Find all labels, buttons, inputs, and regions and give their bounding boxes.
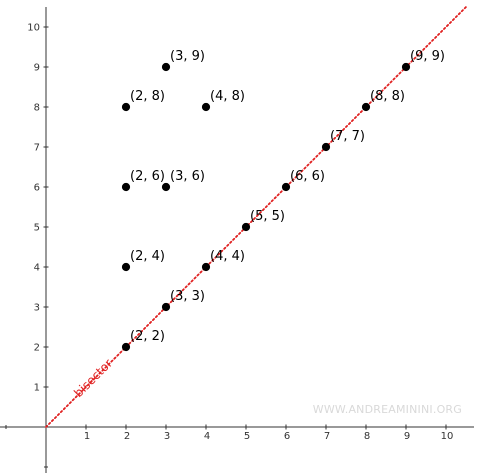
point-label: (2, 6) (130, 169, 165, 184)
data-point (241, 222, 251, 232)
bisector-label: bisector (71, 356, 115, 400)
data-point (281, 182, 291, 192)
data-point (121, 182, 131, 192)
data-point (321, 142, 331, 152)
point-label: (3, 6) (170, 169, 205, 184)
point-label: (4, 4) (210, 249, 245, 264)
point-labels: (2, 2) (3, 3) (2, 4) (4, 4) (5, 5) (2, 6) (3, … (130, 49, 445, 344)
point-label: (4, 8) (210, 89, 245, 104)
data-point (201, 262, 211, 272)
y-tick-label-3: 3 (34, 303, 40, 314)
watermark-text: WWW.ANDREAMININI.ORG (313, 403, 462, 416)
point-label: (8, 8) (370, 89, 405, 104)
point-label: (2, 8) (130, 89, 165, 104)
point-label: (3, 9) (170, 49, 205, 64)
data-point (401, 62, 411, 72)
axes: 1 2 3 4 5 6 7 8 9 10 1 2 3 4 5 6 7 8 9 10 (0, 7, 474, 473)
y-tick-label-6: 6 (34, 183, 40, 194)
x-tick-label-5: 5 (244, 431, 250, 442)
x-tick-label-3: 3 (164, 431, 170, 442)
data-point (161, 182, 171, 192)
data-point (121, 342, 131, 352)
x-tick-label-6: 6 (284, 431, 290, 442)
x-tick-label-4: 4 (204, 431, 210, 442)
bisector-line (45, 6, 467, 428)
point-label: (3, 3) (170, 289, 205, 304)
point-label: (2, 4) (130, 249, 165, 264)
data-point (201, 102, 211, 112)
point-label: (7, 7) (330, 129, 365, 144)
y-tick-label-9: 9 (34, 63, 40, 74)
x-tick-label-8: 8 (364, 431, 370, 442)
data-point (121, 102, 131, 112)
data-point (161, 62, 171, 72)
x-tick-label-2: 2 (124, 431, 130, 442)
data-point (361, 102, 371, 112)
y-tick-label-1: 1 (34, 383, 40, 394)
data-point (161, 302, 171, 312)
y-tick-label-5: 5 (34, 223, 40, 234)
y-tick-label-2: 2 (34, 343, 40, 354)
point-label: (5, 5) (250, 209, 285, 224)
y-tick-label-10: 10 (27, 23, 40, 34)
x-tick-label-7: 7 (324, 431, 330, 442)
point-label: (2, 2) (130, 329, 165, 344)
x-tick-label-9: 9 (404, 431, 410, 442)
x-tick-label-10: 10 (441, 431, 454, 442)
data-points (121, 62, 411, 352)
point-label: (9, 9) (410, 49, 445, 64)
y-tick-label-7: 7 (34, 143, 40, 154)
y-tick-label-4: 4 (34, 263, 40, 274)
y-tick-label-8: 8 (34, 103, 40, 114)
data-point (121, 262, 131, 272)
point-label: (6, 6) (290, 169, 325, 184)
x-tick-label-1: 1 (84, 431, 90, 442)
